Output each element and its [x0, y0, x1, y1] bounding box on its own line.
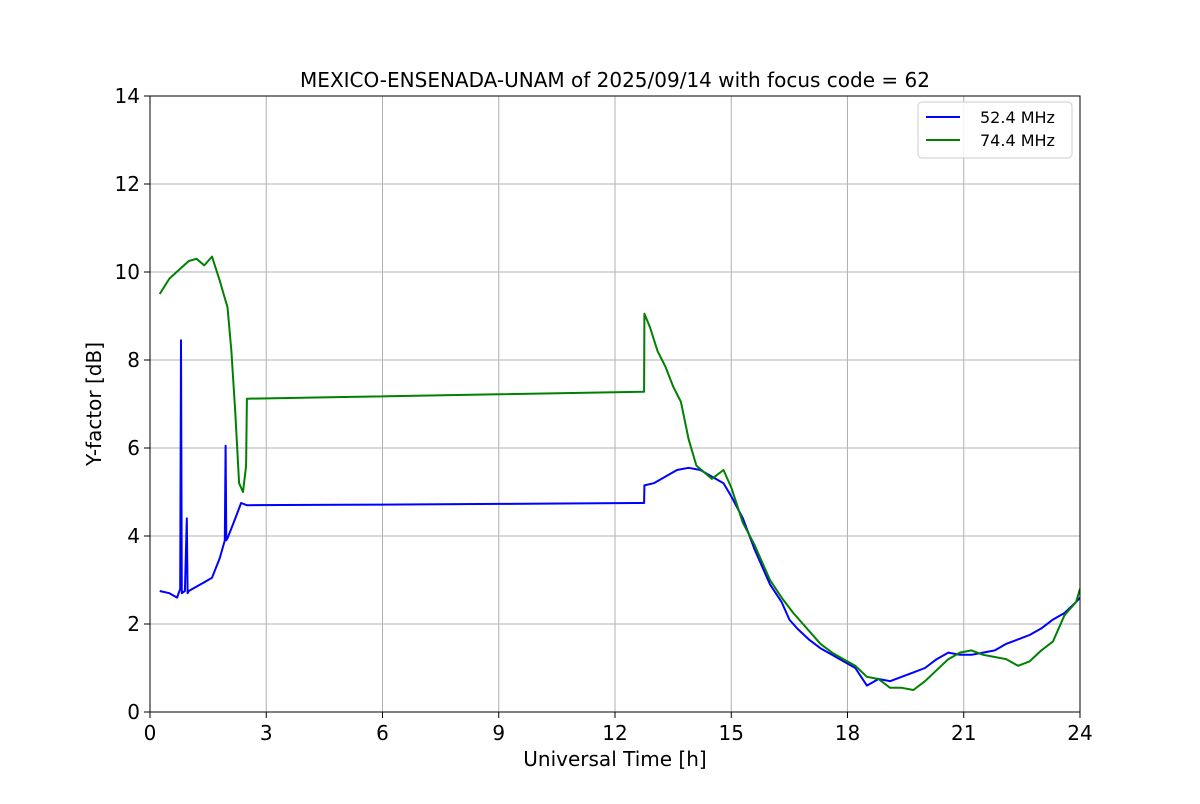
chart-title: MEXICO-ENSENADA-UNAM of 2025/09/14 with … — [300, 68, 930, 92]
series-line-0 — [159, 339, 1080, 687]
x-tick-label: 24 — [1067, 721, 1092, 745]
y-tick-label: 2 — [127, 612, 140, 636]
y-tick-label: 6 — [127, 436, 140, 460]
x-tick-label: 15 — [719, 721, 744, 745]
series-layer — [158, 255, 1080, 691]
y-axis-label: Y-factor [dB] — [82, 342, 106, 467]
x-tick-label: 3 — [260, 721, 273, 745]
y-tick-label: 4 — [127, 524, 140, 548]
x-tick-label: 21 — [951, 721, 976, 745]
series-line-1 — [158, 255, 1080, 691]
y-tick-label: 12 — [115, 172, 140, 196]
legend: 52.4 MHz 74.4 MHz — [917, 101, 1073, 159]
x-tick-label: 12 — [602, 721, 627, 745]
y-tick-label: 14 — [115, 84, 140, 108]
x-tick-label: 9 — [492, 721, 505, 745]
x-tick-label: 6 — [376, 721, 389, 745]
legend-label: 52.4 MHz — [980, 108, 1055, 127]
y-tick-label: 8 — [127, 348, 140, 372]
x-axis-label: Universal Time [h] — [523, 747, 706, 771]
y-tick-label: 0 — [127, 700, 140, 724]
legend-label: 74.4 MHz — [980, 131, 1055, 150]
x-tick-label: 18 — [835, 721, 860, 745]
x-tick-label: 0 — [144, 721, 157, 745]
y-tick-label: 10 — [115, 260, 140, 284]
